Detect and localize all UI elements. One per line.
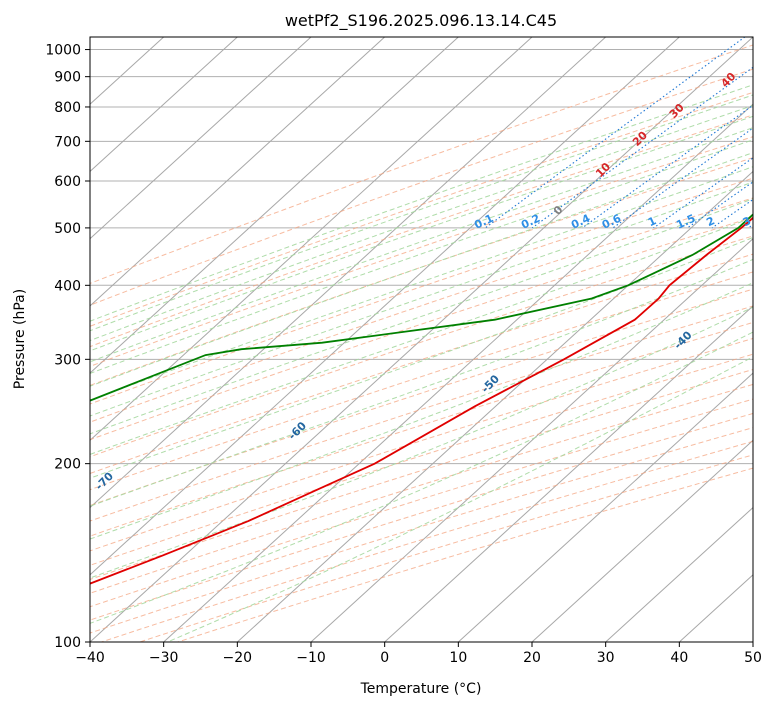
moist-adiabat-line <box>90 216 753 455</box>
dry-adiabat-line <box>90 68 753 306</box>
isotherm-line <box>163 103 753 642</box>
x-tick-label: −30 <box>149 650 179 666</box>
y-axis-label: Pressure (hPa) <box>12 289 28 389</box>
y-axis-ticks: 1000 900 800 700 600 500 400 300 200 100 <box>45 43 90 651</box>
dry-adiabat-line <box>90 136 753 367</box>
isotherm-line <box>90 37 312 240</box>
dewpoint-profile-line <box>90 213 753 402</box>
x-axis-ticks: −40 −30 −20 −10 0 10 20 30 40 50 <box>75 642 762 666</box>
y-tick-label: 100 <box>54 635 81 651</box>
x-tick-label: −20 <box>223 650 253 666</box>
plot-frame <box>89 36 754 643</box>
x-tick-label: 0 <box>380 650 389 666</box>
x-tick-label: −10 <box>296 650 326 666</box>
mixing-ratio-line <box>653 157 753 229</box>
temperature-profile-line <box>90 216 753 585</box>
isotherm-line <box>457 372 753 642</box>
moist-adiabat-line <box>90 258 753 507</box>
isotherm-line <box>90 37 386 307</box>
x-tick-label: 10 <box>449 650 467 666</box>
x-tick-label: 40 <box>670 650 688 666</box>
mixing-ratio-lines <box>484 37 753 229</box>
y-tick-label: 1000 <box>45 43 81 59</box>
isotherm-line <box>90 37 533 442</box>
y-tick-label: 200 <box>54 457 81 473</box>
isotherm-line <box>384 305 753 642</box>
dry-adiabat-lines <box>90 44 753 642</box>
isotherm-line <box>531 439 753 642</box>
x-tick-label: 50 <box>744 650 762 666</box>
moist-adiabat-line <box>167 356 753 642</box>
dry-adiabat-line <box>90 44 753 285</box>
isotherm-line <box>605 506 753 642</box>
chart-title: wetPf2_S196.2025.096.13.14.C45 <box>285 11 557 31</box>
dry-adiabat-line <box>90 157 753 386</box>
x-tick-label: −40 <box>75 650 105 666</box>
y-tick-label: 300 <box>54 352 81 368</box>
sounding-series <box>90 213 753 585</box>
moist-adiabat-line <box>90 236 753 479</box>
moist-adiabat-line <box>90 166 753 401</box>
isotherm-line <box>90 37 607 509</box>
moist-adiabat-line <box>90 198 753 435</box>
moist-adiabat-line <box>90 115 753 352</box>
mixing-ratio-line <box>484 37 746 229</box>
x-axis-label: Temperature (°C) <box>360 681 482 697</box>
isotherm-line <box>236 170 753 642</box>
dry-adiabat-line <box>90 398 753 608</box>
y-tick-label: 400 <box>54 278 81 294</box>
isobar-grid <box>90 49 753 642</box>
moist-adiabat-line <box>90 181 753 417</box>
y-tick-label: 600 <box>54 174 81 190</box>
mixing-ratio-line <box>581 104 753 229</box>
y-tick-label: 800 <box>54 100 81 116</box>
x-tick-label: 20 <box>523 650 541 666</box>
y-tick-label: 900 <box>54 70 81 86</box>
moist-adiabat-line <box>90 331 753 624</box>
x-tick-label: 30 <box>597 650 615 666</box>
moist-adiabat-line <box>90 282 753 540</box>
y-tick-label: 500 <box>54 221 81 237</box>
dry-adiabat-line <box>90 91 753 327</box>
isotherm-line <box>90 37 238 173</box>
moist-adiabat-lines <box>90 84 753 642</box>
y-tick-label: 700 <box>54 134 81 150</box>
moist-adiabat-line <box>90 306 753 579</box>
isotherm-line <box>90 37 459 374</box>
